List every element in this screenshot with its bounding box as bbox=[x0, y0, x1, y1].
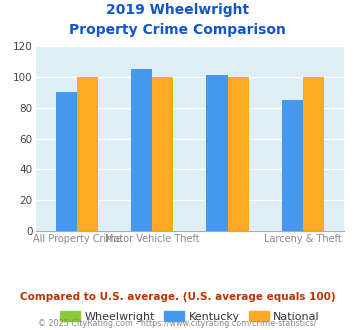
Bar bbox=[152, 77, 173, 231]
Bar bbox=[303, 77, 324, 231]
Text: Compared to U.S. average. (U.S. average equals 100): Compared to U.S. average. (U.S. average … bbox=[20, 292, 335, 302]
Text: Property Crime Comparison: Property Crime Comparison bbox=[69, 23, 286, 37]
Bar bbox=[228, 77, 249, 231]
Bar bbox=[56, 92, 77, 231]
Text: © 2025 CityRating.com - https://www.cityrating.com/crime-statistics/: © 2025 CityRating.com - https://www.city… bbox=[38, 319, 317, 328]
Legend: Wheelwright, Kentucky, National: Wheelwright, Kentucky, National bbox=[56, 307, 324, 326]
Text: 2019 Wheelwright: 2019 Wheelwright bbox=[106, 3, 249, 17]
Bar bbox=[207, 76, 228, 231]
Bar bbox=[282, 100, 303, 231]
Bar bbox=[77, 77, 98, 231]
Bar bbox=[131, 69, 152, 231]
